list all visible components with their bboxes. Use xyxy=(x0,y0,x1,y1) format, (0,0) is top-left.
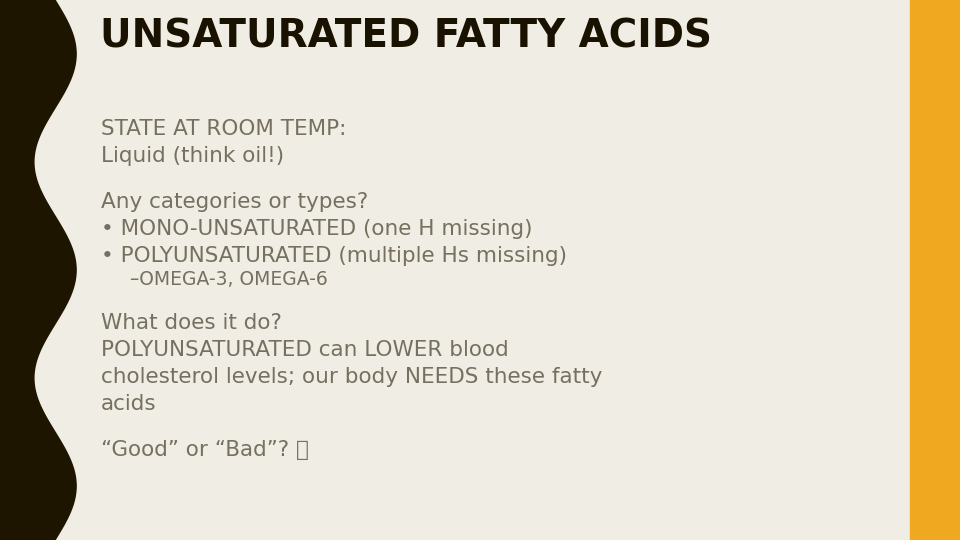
Polygon shape xyxy=(0,0,76,540)
Text: • POLYUNSATURATED (multiple Hs missing): • POLYUNSATURATED (multiple Hs missing) xyxy=(101,246,566,266)
Text: cholesterol levels; our body NEEDS these fatty: cholesterol levels; our body NEEDS these… xyxy=(101,367,602,387)
Text: What does it do?: What does it do? xyxy=(101,313,281,333)
Text: • MONO-UNSATURATED (one H missing): • MONO-UNSATURATED (one H missing) xyxy=(101,219,532,239)
Polygon shape xyxy=(910,0,960,540)
Text: –OMEGA-3, OMEGA-6: –OMEGA-3, OMEGA-6 xyxy=(130,270,327,289)
Text: POLYUNSATURATED can LOWER blood: POLYUNSATURATED can LOWER blood xyxy=(101,340,509,360)
Text: acids: acids xyxy=(101,394,156,414)
Text: UNSATURATED FATTY ACIDS: UNSATURATED FATTY ACIDS xyxy=(100,18,712,56)
Text: Any categories or types?: Any categories or types? xyxy=(101,192,368,212)
Text: Liquid (think oil!): Liquid (think oil!) xyxy=(101,146,284,166)
Text: “Good” or “Bad”? 🙂: “Good” or “Bad”? 🙂 xyxy=(101,440,309,460)
Text: STATE AT ROOM TEMP:: STATE AT ROOM TEMP: xyxy=(101,119,347,139)
